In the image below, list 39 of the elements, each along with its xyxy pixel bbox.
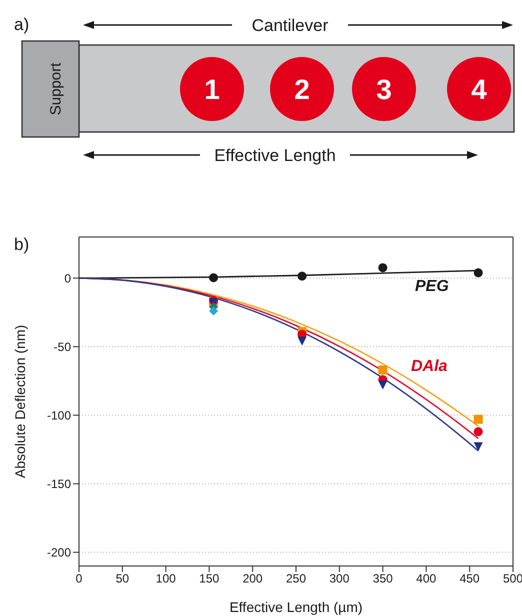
x-tick-label: 300	[329, 572, 350, 586]
x-tick-label: 50	[116, 572, 130, 586]
point	[209, 306, 218, 316]
text: a)	[14, 15, 30, 34]
point	[474, 268, 483, 278]
y-tick-label: -50	[54, 340, 72, 354]
x-tick-label: 200	[242, 572, 263, 586]
point	[378, 365, 388, 374]
x-tick-label: 250	[286, 572, 306, 586]
point	[474, 442, 483, 452]
y-axis-title: Absolute Deflection (nm)	[12, 324, 28, 478]
annotation: DAla	[411, 357, 448, 377]
point	[378, 263, 388, 272]
y-tick-label: -100	[46, 408, 72, 422]
point	[298, 272, 307, 281]
x-tick-label: 350	[372, 572, 394, 586]
annotation: PEG	[415, 277, 449, 297]
x-axis-title: Effective Length (µm)	[229, 599, 363, 615]
x-tick-label: 400	[416, 572, 437, 586]
x-tick-label: 150	[199, 572, 220, 586]
point	[209, 273, 218, 282]
y-tick-label: -200	[46, 546, 72, 560]
point	[474, 414, 483, 424]
point	[298, 336, 307, 346]
text: Support	[48, 62, 64, 116]
text: 3	[376, 74, 392, 105]
x-tick-label: 100	[156, 572, 176, 586]
x-tick-label: 450	[460, 572, 480, 586]
text: Cantilever	[252, 16, 329, 35]
point	[474, 427, 483, 436]
y-tick-label: 0	[64, 271, 72, 286]
text: 4	[471, 74, 488, 105]
text: b)	[14, 235, 30, 254]
text: Effective Length	[214, 146, 336, 165]
text: 2	[294, 74, 310, 105]
x-tick-label: 0	[76, 572, 83, 586]
y-tick-label: -150	[46, 477, 72, 492]
text: 1	[204, 74, 220, 105]
point	[378, 380, 388, 390]
